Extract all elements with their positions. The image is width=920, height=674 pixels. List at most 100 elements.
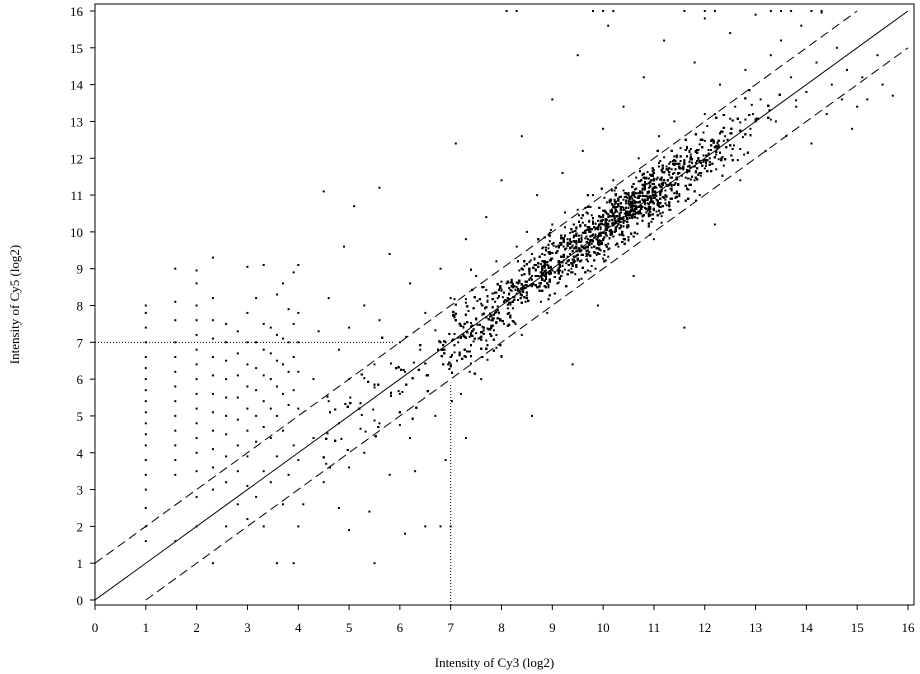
data-point [475, 275, 478, 277]
data-point [607, 248, 610, 251]
data-point [635, 207, 638, 210]
data-point [625, 210, 627, 213]
threshold-lines [95, 341, 452, 605]
data-point [531, 285, 533, 288]
data-point [642, 187, 645, 190]
data-point [174, 356, 177, 358]
data-point [246, 363, 249, 366]
data-point [698, 194, 701, 197]
data-point [602, 209, 605, 212]
data-point [646, 202, 649, 205]
data-point [640, 191, 643, 194]
data-point [627, 192, 630, 195]
data-point [628, 203, 631, 206]
data-point [626, 193, 629, 196]
data-point [402, 368, 405, 371]
data-point [528, 261, 531, 264]
data-point [560, 241, 563, 244]
data-point [571, 263, 574, 266]
data-point [480, 347, 483, 350]
data-point [706, 159, 709, 162]
data-point [660, 185, 663, 188]
data-point [282, 363, 284, 366]
data-point [746, 151, 749, 154]
data-point [621, 241, 624, 243]
data-point [211, 337, 214, 340]
data-point [363, 377, 366, 380]
data-point [668, 162, 671, 165]
data-point [452, 338, 455, 341]
data-point [580, 234, 583, 237]
data-point [550, 257, 552, 260]
data-point [580, 259, 583, 262]
data-point [541, 272, 544, 275]
data-point [539, 300, 542, 303]
data-point [734, 105, 737, 108]
data-point [536, 194, 539, 197]
data-point [275, 455, 278, 458]
data-point [562, 240, 565, 243]
data-point [744, 97, 747, 100]
data-point [627, 236, 630, 239]
data-point [575, 242, 578, 245]
data-point [576, 259, 579, 262]
data-point [552, 241, 555, 244]
data-point [482, 329, 485, 332]
data-point [604, 218, 607, 220]
data-point [717, 158, 720, 161]
data-point [717, 146, 720, 149]
data-point [509, 281, 512, 284]
data-point [678, 172, 681, 174]
data-point [262, 374, 265, 377]
data-point [287, 473, 290, 476]
data-point [144, 473, 147, 476]
data-point [605, 245, 608, 248]
data-point [574, 246, 577, 249]
data-point [649, 201, 652, 204]
data-point [211, 319, 214, 322]
data-point [741, 136, 744, 139]
data-point [658, 209, 660, 212]
data-point [509, 288, 512, 291]
data-point [537, 265, 540, 268]
data-point [372, 408, 375, 411]
data-point [755, 117, 758, 120]
data-point [426, 390, 429, 393]
data-point [705, 160, 707, 162]
data-point [584, 271, 587, 274]
data-point [144, 488, 147, 491]
data-point [607, 216, 610, 219]
data-point [195, 282, 198, 285]
data-point [275, 562, 278, 565]
data-point [625, 206, 627, 209]
data-point [658, 161, 660, 164]
data-point [557, 270, 560, 273]
data-point [451, 400, 453, 403]
data-point [480, 335, 483, 338]
data-point [736, 117, 739, 120]
data-point [661, 183, 664, 186]
data-point [576, 54, 579, 57]
data-point [678, 167, 681, 170]
data-point [322, 190, 325, 193]
data-point [647, 177, 650, 180]
data-point [689, 178, 692, 181]
data-point [360, 373, 363, 376]
data-point [545, 246, 547, 249]
data-point [459, 324, 462, 327]
data-point [649, 184, 652, 187]
data-point [325, 437, 328, 440]
data-point [477, 337, 480, 340]
data-point [325, 462, 328, 465]
data-point [337, 348, 340, 351]
data-point [388, 473, 391, 476]
data-point [665, 195, 668, 198]
data-point [453, 316, 456, 319]
data-point [419, 348, 422, 351]
data-point [590, 234, 593, 237]
data-point [511, 307, 514, 310]
data-point [647, 215, 650, 218]
data-point [454, 319, 457, 322]
data-point [650, 179, 653, 182]
data-point [255, 389, 258, 392]
